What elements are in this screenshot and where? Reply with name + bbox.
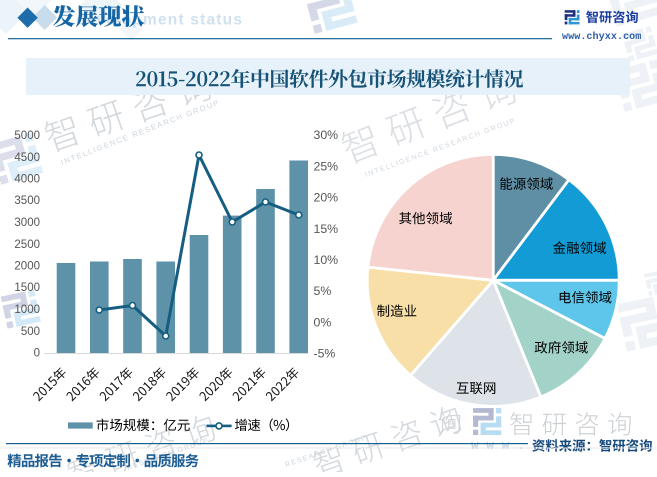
svg-text:0%: 0% — [314, 315, 332, 329]
svg-text:25%: 25% — [314, 159, 339, 173]
svg-text:10%: 10% — [314, 253, 339, 267]
svg-text:2000: 2000 — [14, 261, 40, 273]
svg-text:1500: 1500 — [14, 282, 40, 294]
svg-text:www.chyxx.com: www.chyxx.com — [562, 31, 641, 43]
svg-text:5000: 5000 — [14, 130, 40, 142]
svg-text:1000: 1000 — [14, 304, 40, 316]
svg-text:3000: 3000 — [14, 217, 40, 229]
svg-text:2500: 2500 — [14, 239, 40, 251]
svg-text:500: 500 — [21, 326, 40, 338]
svg-text:20%: 20% — [314, 191, 339, 205]
svg-text:3500: 3500 — [14, 195, 40, 207]
svg-text:4500: 4500 — [14, 152, 40, 164]
svg-text:0: 0 — [34, 348, 40, 360]
svg-text:30%: 30% — [314, 128, 339, 142]
svg-text:5%: 5% — [314, 284, 332, 298]
svg-text:15%: 15% — [314, 222, 339, 236]
svg-text:4000: 4000 — [14, 174, 40, 186]
svg-text:development status: development status — [76, 12, 243, 29]
svg-text:-5%: -5% — [314, 347, 336, 361]
svg-text:www.c: www.c — [471, 438, 548, 453]
